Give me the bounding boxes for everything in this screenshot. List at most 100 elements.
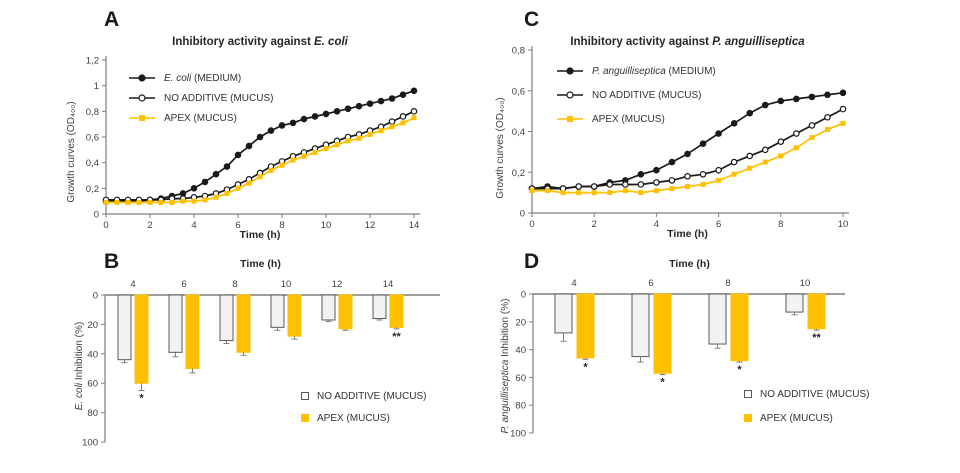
legend-label: P. anguilliseptica (MEDIUM) <box>592 66 716 77</box>
open-circle-marker-icon <box>557 91 583 99</box>
data-point <box>653 166 660 174</box>
legend-label-species: E. coli <box>164 72 192 84</box>
y-tick-label: 80 <box>87 408 98 419</box>
data-point <box>839 89 847 97</box>
y-tick-label: 0,6 <box>512 86 525 97</box>
data-point <box>245 142 253 150</box>
data-point <box>653 179 660 186</box>
bar-apex <box>236 294 251 353</box>
data-point <box>289 119 297 127</box>
category-label: 4 <box>571 278 576 289</box>
data-point <box>114 199 120 205</box>
data-point <box>808 93 816 101</box>
data-point <box>223 163 231 170</box>
data-point <box>191 198 197 204</box>
legend-marker <box>566 91 574 99</box>
y-tick-label: 40 <box>87 349 98 360</box>
y-tick-label: 0 <box>94 210 99 221</box>
legend-label: APEX (MUCUS) <box>592 114 665 125</box>
data-point <box>378 128 384 134</box>
category-label: 14 <box>383 279 394 290</box>
open-square-marker-icon <box>744 390 752 398</box>
data-point <box>653 188 659 194</box>
data-point <box>400 120 406 126</box>
legend-label-text: NO ADDITIVE (MUCUS) <box>164 92 274 104</box>
data-point <box>213 194 219 200</box>
legend-label: NO ADDITIVE (MUCUS) <box>317 390 427 402</box>
data-point <box>746 109 754 117</box>
data-point <box>700 181 706 187</box>
legend-marker <box>566 67 574 75</box>
panel-d-yaxis-text: Inhibition (%) <box>500 298 511 360</box>
filled-square-marker-icon <box>557 116 583 122</box>
data-point <box>377 97 385 105</box>
data-point <box>716 177 722 183</box>
data-point <box>301 153 307 159</box>
filled-square-marker-icon <box>744 414 752 422</box>
data-point <box>388 95 396 102</box>
data-point <box>268 167 274 173</box>
x-tick-label: 8 <box>778 219 783 230</box>
category-label: 6 <box>181 279 186 290</box>
panel-c-plot: 0 2 4 6 8 10 0 0,2 0,4 0,6 0,8 <box>512 46 849 230</box>
panel-c-label: C <box>524 8 540 31</box>
data-point <box>747 165 753 171</box>
data-point <box>235 185 241 191</box>
bar-no-additive <box>372 294 387 320</box>
data-point <box>824 126 830 132</box>
data-point <box>224 190 230 196</box>
data-point <box>125 199 131 205</box>
x-tick-label: 10 <box>321 220 332 231</box>
legend-label-text: APEX (MUCUS) <box>592 113 665 125</box>
data-point <box>591 190 597 196</box>
filled-circle-marker-icon <box>129 74 155 82</box>
data-point <box>201 178 209 186</box>
data-point <box>388 118 396 125</box>
significance-mark: * <box>737 364 742 376</box>
legend-item: APEX (MUCUS) <box>301 407 426 429</box>
data-point <box>158 199 164 205</box>
data-point <box>399 113 407 120</box>
data-point <box>322 110 330 118</box>
legend-label: APEX (MUCUS) <box>164 113 237 124</box>
panel-b-yaxis-text: Inhibition (%) <box>74 321 85 383</box>
data-point <box>366 100 374 107</box>
legend-label: E. coli (MEDIUM) <box>164 73 241 84</box>
data-point <box>730 158 738 166</box>
legend-item: NO ADDITIVE (MUCUS) <box>128 88 273 108</box>
panel-a-legend: E. coli (MEDIUM) NO ADDITIVE (MUCUS) APEX … <box>128 68 273 128</box>
legend-marker <box>138 74 146 82</box>
bar-no-additive <box>785 293 804 313</box>
data-point <box>840 120 846 126</box>
data-point <box>279 162 285 168</box>
panel-c-xaxis-label: Time (h) <box>667 228 708 240</box>
panel-d-label: D <box>524 250 540 273</box>
data-point <box>344 105 352 113</box>
data-point <box>824 91 831 99</box>
y-tick-label: 100 <box>82 438 98 449</box>
panel-d-yaxis-label: P. anguilliseptica Inhibition (%) <box>500 266 516 466</box>
category-label: 10 <box>800 278 811 289</box>
bar-no-additive <box>321 294 336 321</box>
panel-c-title-text: Inhibitory activity against <box>570 36 713 48</box>
data-point <box>257 174 263 180</box>
panel-a-plot: 0 2 4 6 8 10 12 14 0 0,2 0,4 0,6 0,8 1 1,2 <box>86 56 420 231</box>
y-tick-label: 0 <box>521 290 526 301</box>
category-label: 4 <box>130 279 135 290</box>
data-point <box>345 138 351 144</box>
legend-marker <box>138 94 146 102</box>
bar-apex <box>730 293 749 362</box>
data-point <box>762 159 768 165</box>
panel-a-title-text: Inhibitory activity against <box>172 36 314 48</box>
y-tick-label: 1 <box>94 81 99 92</box>
panel-a-label: A <box>104 8 120 31</box>
panel-d-xaxis-label: Time (h) <box>669 258 710 270</box>
bar-apex <box>653 293 672 374</box>
panel-c-yaxis-text: Growth curves (OD₄₀₀) <box>495 97 506 199</box>
data-point <box>333 108 341 115</box>
data-point <box>300 115 308 123</box>
x-tick-label: 4 <box>191 220 196 231</box>
x-tick-label: 6 <box>716 219 721 230</box>
